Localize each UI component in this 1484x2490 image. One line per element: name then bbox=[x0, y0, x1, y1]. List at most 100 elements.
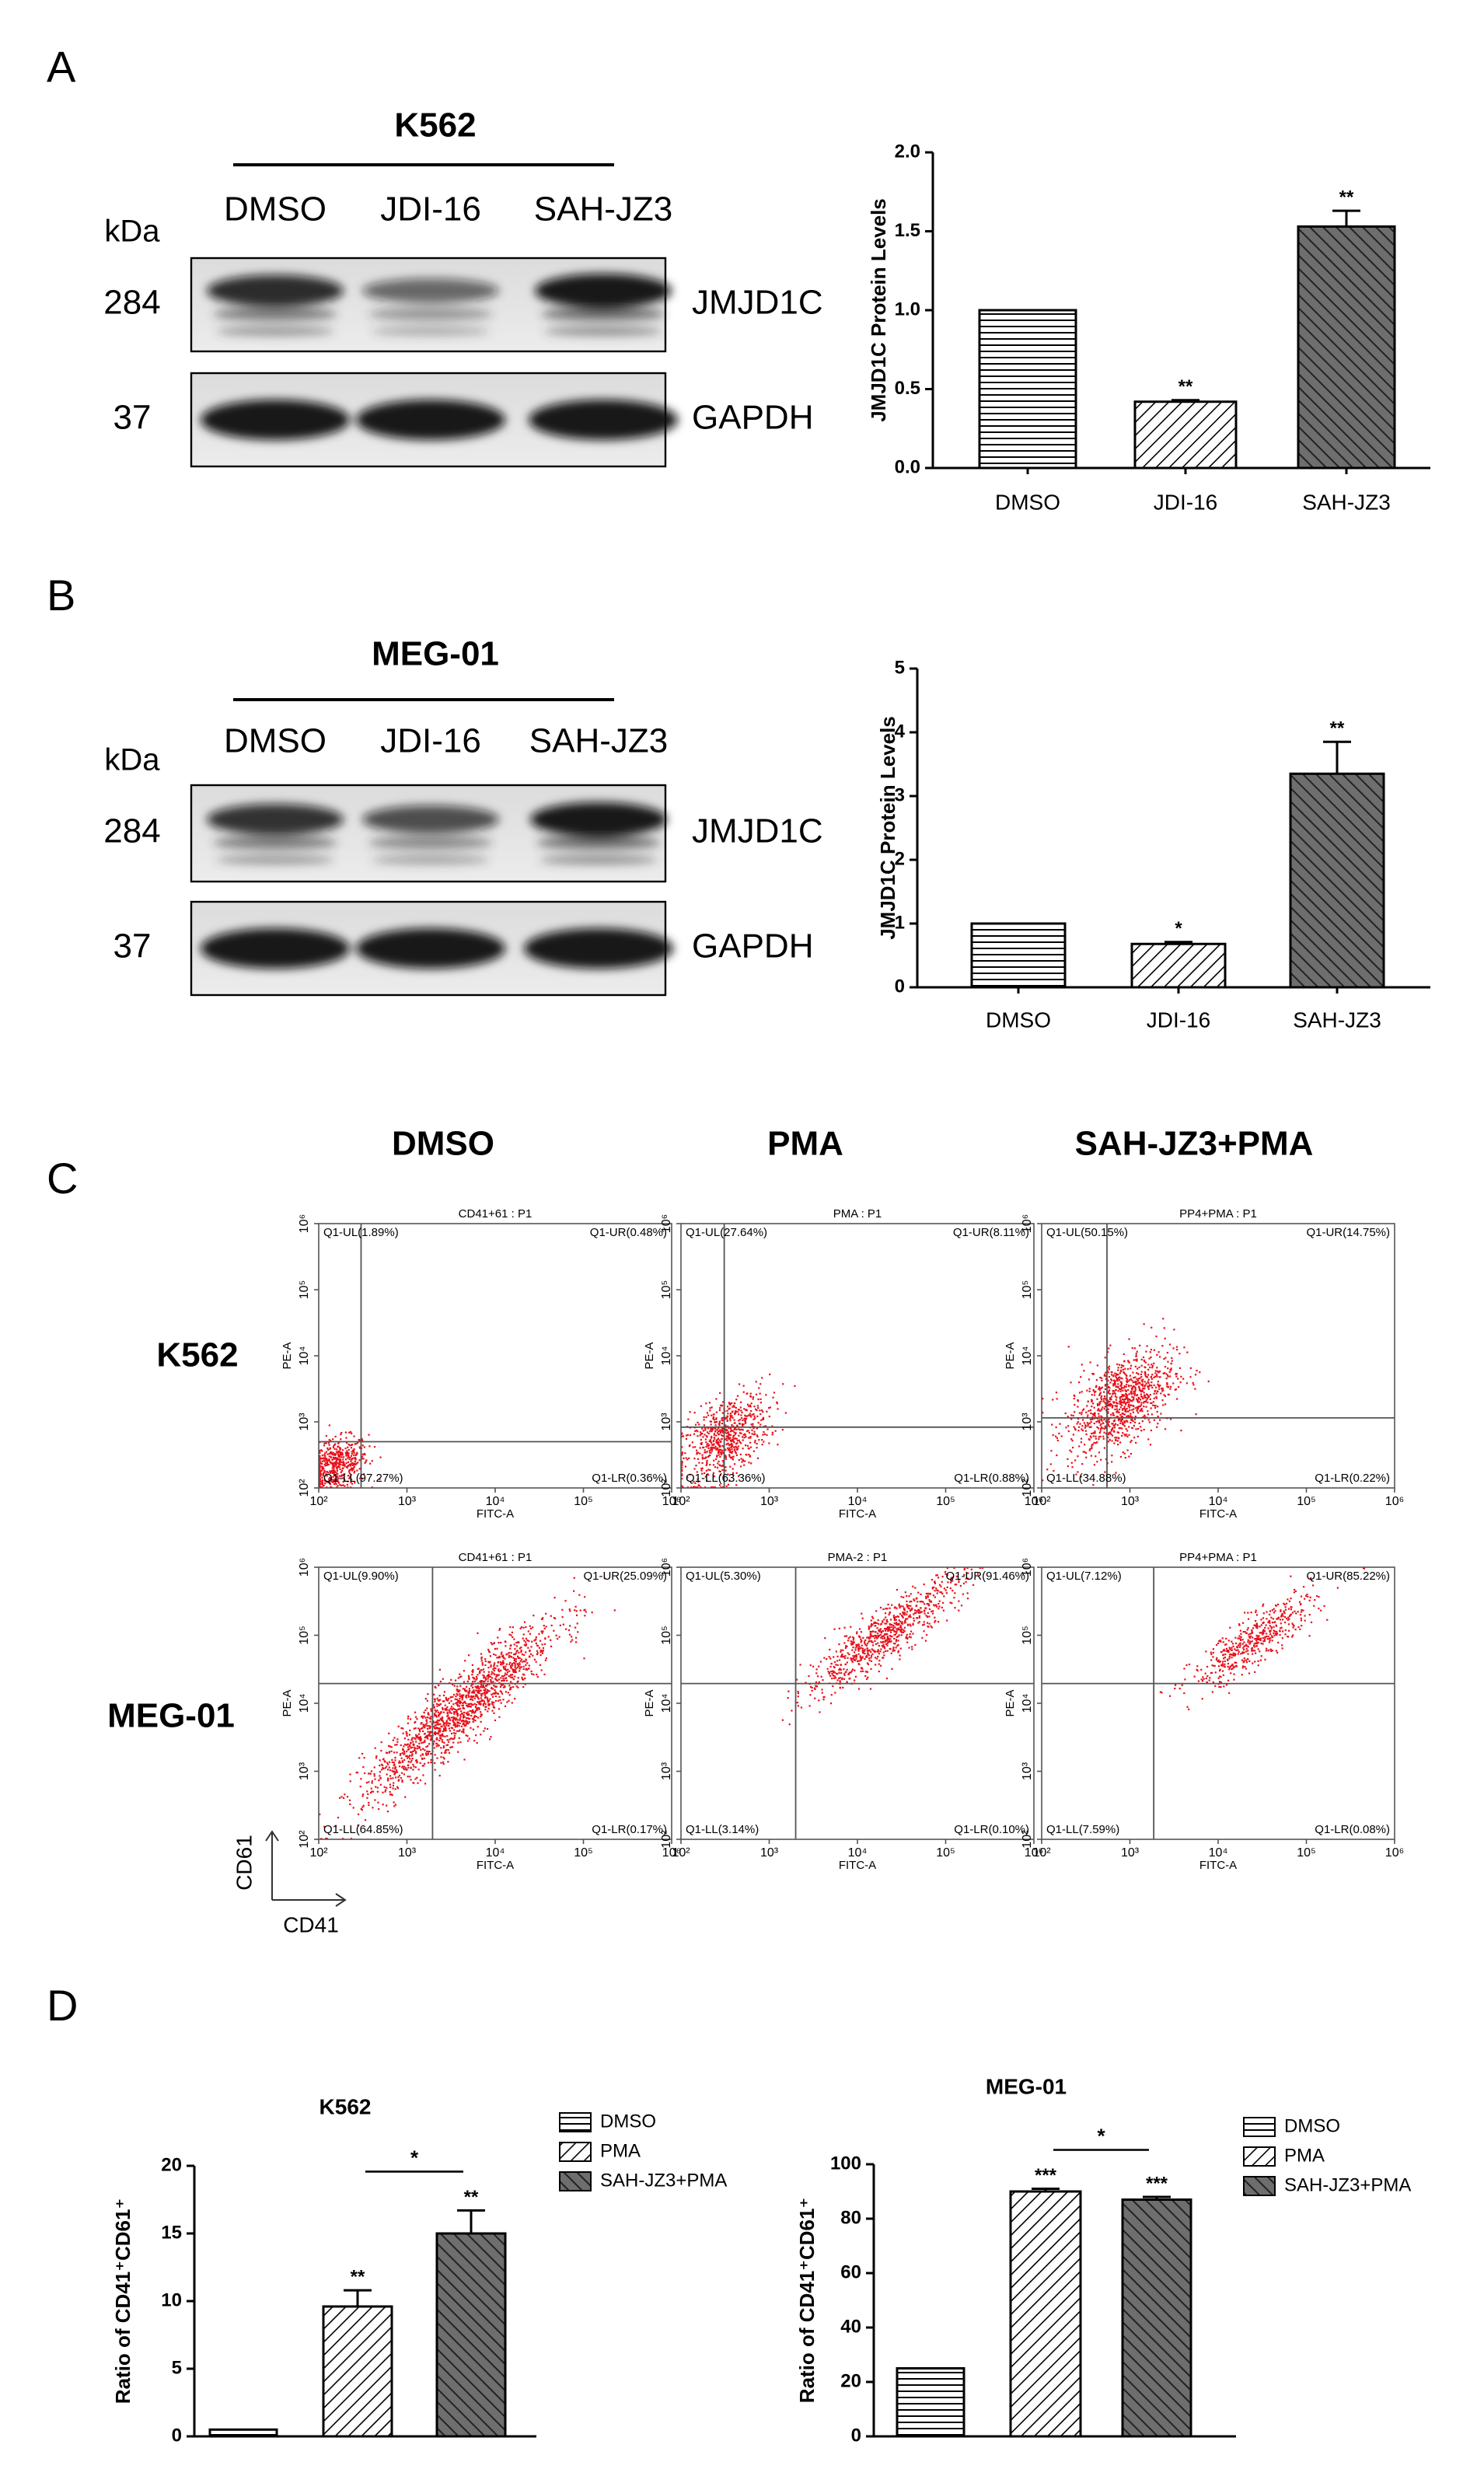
event-dot bbox=[931, 1586, 934, 1589]
event-dot bbox=[1073, 1426, 1075, 1428]
event-dot bbox=[436, 1697, 438, 1699]
event-dot bbox=[1123, 1420, 1126, 1423]
event-dot bbox=[487, 1689, 489, 1692]
event-dot bbox=[408, 1755, 410, 1757]
event-dot bbox=[351, 1482, 354, 1485]
event-dot bbox=[574, 1641, 578, 1643]
event-dot bbox=[351, 1463, 353, 1465]
event-dot bbox=[1225, 1643, 1227, 1646]
event-dot bbox=[1105, 1420, 1108, 1423]
event-dot bbox=[701, 1462, 704, 1465]
event-dot bbox=[1155, 1335, 1158, 1338]
event-dot bbox=[959, 1584, 962, 1587]
event-dot bbox=[430, 1761, 432, 1764]
event-dot bbox=[860, 1631, 863, 1633]
event-dot bbox=[745, 1444, 747, 1447]
event-dot bbox=[720, 1451, 722, 1454]
event-dot bbox=[706, 1460, 708, 1462]
chart-title: K562 bbox=[319, 2094, 372, 2118]
event-dot bbox=[716, 1429, 718, 1431]
event-dot bbox=[442, 1730, 444, 1733]
event-dot bbox=[361, 1793, 365, 1796]
event-dot bbox=[757, 1407, 759, 1409]
event-dot bbox=[732, 1472, 735, 1474]
event-dot bbox=[878, 1663, 880, 1665]
event-dot bbox=[452, 1693, 456, 1696]
event-dot bbox=[1151, 1367, 1154, 1369]
event-dot bbox=[1091, 1413, 1094, 1416]
event-dot bbox=[417, 1769, 420, 1771]
y-tick-label: 10³ bbox=[660, 1413, 673, 1431]
event-dot bbox=[705, 1464, 707, 1466]
event-dot bbox=[1111, 1428, 1114, 1430]
event-dot bbox=[482, 1680, 484, 1683]
event-dot bbox=[478, 1687, 480, 1690]
event-dot bbox=[403, 1743, 407, 1746]
event-dot bbox=[1129, 1374, 1131, 1377]
event-dot bbox=[850, 1626, 852, 1628]
event-dot bbox=[752, 1425, 754, 1427]
event-dot bbox=[319, 1462, 322, 1465]
event-dot bbox=[347, 1471, 351, 1473]
event-dot bbox=[405, 1750, 408, 1753]
event-dot bbox=[1136, 1398, 1138, 1400]
event-dot bbox=[915, 1612, 917, 1614]
event-dot bbox=[840, 1664, 843, 1666]
panel-label: B bbox=[47, 571, 75, 620]
event-dot bbox=[438, 1775, 441, 1777]
event-dot bbox=[526, 1662, 529, 1664]
event-dot bbox=[967, 1572, 969, 1574]
event-dot bbox=[699, 1434, 701, 1437]
event-dot bbox=[414, 1766, 417, 1769]
event-dot bbox=[706, 1431, 709, 1434]
event-dot bbox=[1144, 1388, 1146, 1390]
event-dot bbox=[1095, 1442, 1097, 1444]
event-dot bbox=[739, 1423, 741, 1425]
event-dot bbox=[1143, 1396, 1146, 1399]
event-dot bbox=[718, 1420, 721, 1423]
event-dot bbox=[718, 1448, 721, 1451]
event-dot bbox=[569, 1625, 571, 1627]
event-dot bbox=[509, 1644, 512, 1647]
event-dot bbox=[875, 1631, 877, 1633]
event-dot bbox=[1110, 1433, 1112, 1436]
event-dot bbox=[405, 1744, 407, 1746]
event-dot bbox=[841, 1654, 843, 1656]
event-dot bbox=[348, 1472, 351, 1475]
event-dot bbox=[843, 1668, 845, 1671]
event-dot bbox=[362, 1804, 365, 1807]
event-dot bbox=[721, 1427, 724, 1430]
band bbox=[372, 855, 490, 864]
event-dot bbox=[522, 1678, 525, 1681]
event-dot bbox=[736, 1395, 739, 1397]
event-dot bbox=[512, 1654, 515, 1656]
event-dot bbox=[340, 1474, 343, 1476]
event-dot bbox=[1147, 1419, 1150, 1421]
event-dot bbox=[861, 1650, 864, 1653]
event-dot bbox=[480, 1699, 484, 1702]
event-dot bbox=[456, 1709, 458, 1712]
event-dot bbox=[727, 1435, 729, 1437]
event-dot bbox=[494, 1719, 497, 1722]
event-dot bbox=[1081, 1391, 1083, 1393]
event-dot bbox=[733, 1441, 735, 1444]
event-dot bbox=[839, 1668, 841, 1670]
event-dot bbox=[718, 1422, 721, 1424]
event-dot bbox=[457, 1721, 459, 1723]
event-dot bbox=[1206, 1665, 1209, 1668]
event-dot bbox=[392, 1739, 394, 1741]
event-dot bbox=[525, 1664, 527, 1666]
event-dot bbox=[755, 1393, 758, 1395]
event-dot bbox=[319, 1469, 321, 1472]
event-dot bbox=[1161, 1387, 1164, 1390]
event-dot bbox=[467, 1722, 470, 1725]
event-dot bbox=[500, 1663, 502, 1665]
event-dot bbox=[1263, 1640, 1266, 1643]
event-dot bbox=[1133, 1377, 1135, 1379]
x-tick-label: 10⁵ bbox=[574, 1495, 592, 1508]
event-dot bbox=[800, 1706, 803, 1709]
event-dot bbox=[1118, 1411, 1120, 1413]
event-dot bbox=[736, 1424, 739, 1427]
event-dot bbox=[465, 1717, 468, 1720]
event-dot bbox=[706, 1463, 708, 1465]
